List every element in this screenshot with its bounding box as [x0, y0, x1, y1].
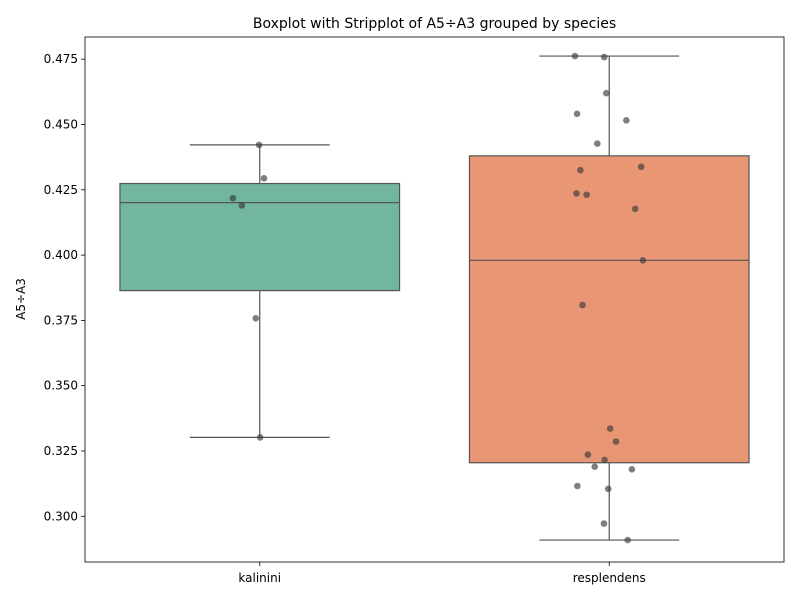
strip-point-resplendens — [606, 425, 614, 432]
strip-point-resplendens — [602, 89, 610, 97]
strip-point-resplendens — [601, 456, 608, 464]
x-axis: kalinini resplendens — [238, 562, 646, 585]
strip-point-resplendens — [623, 117, 630, 124]
box-kalinini — [119, 182, 401, 292]
strip-point-kalinini — [252, 315, 260, 322]
y-axis: 0.300 0.325 0.350 0.375 0.400 0.425 0.450 0.475 — [44, 52, 85, 523]
y-tick-label: 0.400 — [44, 248, 78, 262]
box-resplendens — [468, 155, 750, 464]
strip-point-kalinini — [255, 141, 263, 149]
strip-point-kalinini — [229, 194, 237, 202]
strip-point-kalinini — [260, 175, 268, 182]
strip-point-resplendens — [600, 53, 608, 61]
strip-point-resplendens — [573, 110, 581, 118]
y-axis-label: A5÷A3 — [14, 278, 28, 320]
y-tick-label: 0.300 — [44, 509, 78, 523]
strip-point-resplendens — [639, 257, 647, 264]
boxes-layer — [119, 55, 750, 541]
y-tick-label: 0.475 — [44, 52, 78, 66]
strip-point-resplendens — [637, 163, 645, 171]
chart-title: Boxplot with Stripplot of A5÷A3 grouped … — [253, 16, 616, 32]
strip-point-resplendens — [631, 205, 639, 213]
strip-point-resplendens — [624, 536, 631, 544]
y-tick-label: 0.425 — [44, 183, 78, 197]
strip-point-resplendens — [628, 465, 636, 473]
strip-point-resplendens — [579, 301, 586, 309]
y-tick-label: 0.350 — [44, 379, 78, 393]
strip-point-resplendens — [571, 52, 579, 60]
x-tick-label-kalinini: kalinini — [238, 571, 281, 585]
strip-point-resplendens — [573, 190, 580, 197]
strip-point-resplendens — [593, 140, 601, 147]
strip-point-resplendens — [591, 463, 599, 470]
plot-frame — [84, 36, 785, 563]
strip-point-resplendens — [577, 166, 584, 174]
y-tick-label: 0.325 — [44, 444, 78, 458]
strip-point-resplendens — [600, 520, 608, 527]
y-tick-label: 0.450 — [44, 118, 78, 132]
strip-point-resplendens — [604, 485, 612, 493]
x-tick-label-resplendens: resplendens — [573, 571, 646, 585]
strip-point-kalinini — [238, 202, 246, 209]
strip-point-resplendens — [612, 438, 620, 445]
strip-point-resplendens — [583, 191, 590, 199]
strip-points-layer — [229, 52, 647, 544]
strip-point-resplendens — [584, 451, 592, 458]
strip-point-kalinini — [256, 434, 264, 441]
strip-point-resplendens — [574, 482, 581, 490]
y-tick-label: 0.375 — [44, 313, 78, 327]
